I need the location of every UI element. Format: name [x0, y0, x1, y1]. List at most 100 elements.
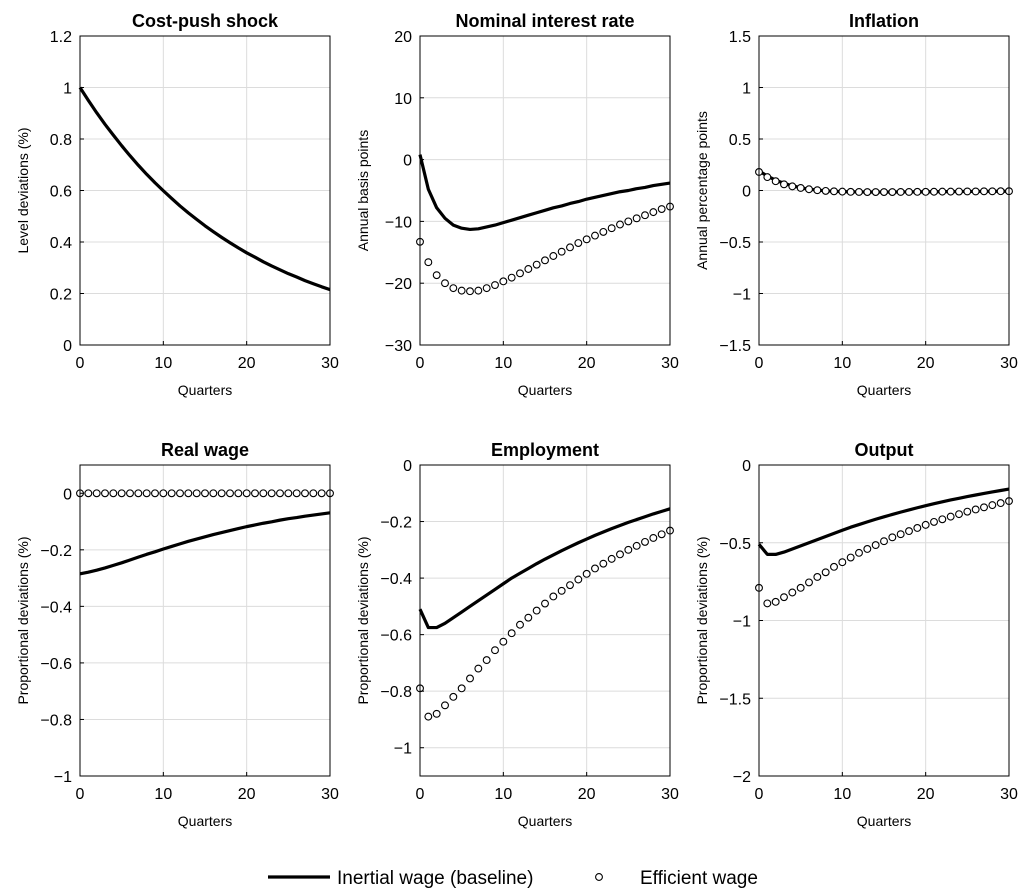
data-point-efficient-wage — [896, 530, 905, 539]
data-point-efficient-wage — [607, 554, 616, 563]
tick-label-x: 10 — [833, 355, 851, 372]
data-point-efficient-wage — [616, 550, 624, 559]
data-point-efficient-wage — [938, 515, 947, 524]
data-point-efficient-wage — [499, 637, 508, 646]
tick-label-x: 20 — [917, 355, 935, 372]
axes-box — [79, 464, 331, 777]
data-point-efficient-wage — [657, 530, 666, 539]
panel-real-wage: 0 10 20 30 −1 −0.8 −0.6 −0.4 −0.2 0 Real wage Quart… — [15, 440, 339, 829]
data-point-efficient-wage — [888, 188, 897, 196]
data-point-efficient-wage — [988, 501, 997, 510]
data-point-efficient-wage — [946, 512, 955, 521]
y-axis-label: Proportional deviations (%) — [694, 536, 710, 704]
data-point-efficient-wage — [582, 235, 591, 244]
y-axis-label: Level deviations (%) — [15, 127, 31, 253]
data-point-efficient-wage — [846, 553, 855, 562]
data-point-efficient-wage — [109, 489, 118, 498]
tick-label-y: −1 — [733, 614, 751, 631]
tick-label-y: 1 — [742, 81, 751, 98]
tick-label-x: 30 — [321, 355, 339, 372]
data-point-efficient-wage — [896, 187, 905, 196]
data-point-efficient-wage — [921, 520, 930, 529]
data-point-efficient-wage — [192, 489, 201, 498]
tick-label-x: 30 — [1000, 786, 1018, 803]
tick-label-y: −0.8 — [380, 684, 412, 701]
tick-label-y: 0 — [403, 458, 412, 475]
series-line-inertial-wage — [418, 507, 671, 630]
data-point-efficient-wage — [888, 533, 897, 542]
data-point-efficient-wage — [830, 187, 838, 196]
data-point-efficient-wage — [963, 187, 972, 196]
data-point-efficient-wage — [424, 258, 433, 267]
tick-label-y: −30 — [385, 338, 412, 355]
data-point-efficient-wage — [474, 286, 483, 295]
data-point-efficient-wage — [591, 564, 599, 573]
tick-label-x: 30 — [661, 355, 679, 372]
data-point-efficient-wage — [466, 674, 474, 683]
data-point-efficient-wage — [507, 273, 516, 282]
data-point-efficient-wage — [499, 277, 508, 286]
data-point-efficient-wage — [863, 545, 872, 553]
tick-label-y: 0.6 — [50, 184, 72, 201]
tick-label-y: −0.5 — [719, 536, 751, 553]
data-point-efficient-wage — [491, 646, 499, 655]
tick-label-y: 1 — [63, 81, 72, 98]
data-point-efficient-wage — [763, 599, 772, 608]
data-point-efficient-wage — [955, 510, 963, 519]
data-point-efficient-wage — [813, 186, 822, 195]
data-point-efficient-wage — [474, 664, 483, 673]
tick-label-y: −1 — [733, 287, 751, 304]
tick-label-x: 10 — [154, 786, 172, 803]
data-point-efficient-wage — [92, 489, 101, 498]
data-point-efficient-wage — [142, 489, 151, 498]
tick-label-y: 0 — [403, 153, 412, 170]
data-point-efficient-wage — [921, 187, 930, 196]
tick-label-y: 0.8 — [50, 132, 72, 149]
tick-label-x: 30 — [1000, 355, 1018, 372]
data-point-efficient-wage — [441, 701, 449, 710]
data-point-efficient-wage — [830, 562, 838, 571]
data-point-efficient-wage — [524, 613, 533, 622]
y-axis-label: Proportional deviations (%) — [15, 536, 31, 704]
y-axis-label: Annual percentage points — [694, 111, 710, 270]
data-point-efficient-wage — [259, 489, 268, 498]
data-point-efficient-wage — [988, 187, 997, 196]
data-point-efficient-wage — [905, 527, 913, 536]
data-point-efficient-wage — [971, 187, 980, 196]
tick-label-y: 0.5 — [729, 132, 751, 149]
tick-label-x: 20 — [578, 355, 596, 372]
panel-output: 0 10 20 30 −2 −1.5 −1 −0.5 0 Output Quarters Propor… — [694, 440, 1018, 829]
tick-label-x: 0 — [76, 786, 85, 803]
data-point-efficient-wage — [788, 588, 797, 597]
data-point-efficient-wage — [276, 489, 284, 498]
data-point-efficient-wage — [309, 489, 318, 498]
panel-title: Inflation — [849, 11, 919, 31]
tick-label-y: 1.5 — [729, 29, 751, 46]
data-point-efficient-wage — [599, 559, 608, 568]
data-point-efficient-wage — [788, 182, 797, 191]
tick-label-y: −0.2 — [380, 515, 412, 532]
panel-nominal-interest-rate: 0 10 20 30 −30 −20 −10 0 10 20 Nominal interest ra… — [355, 11, 679, 398]
data-point-efficient-wage — [641, 537, 649, 546]
tick-label-y: −1.5 — [719, 691, 751, 708]
legend-baseline-label: Inertial wage (baseline) — [337, 868, 533, 888]
series-line-inertial-wage — [79, 511, 331, 576]
panel-employment: 0 10 20 30 −1 −0.8 −0.6 −0.4 −0.2 0 Employment Quar… — [355, 440, 679, 829]
tick-label-y: −1.5 — [719, 338, 751, 355]
tick-label-x: 0 — [416, 355, 425, 372]
data-point-efficient-wage — [317, 489, 326, 498]
data-point-efficient-wage — [846, 187, 855, 196]
data-point-efficient-wage — [292, 489, 301, 498]
data-point-efficient-wage — [649, 533, 658, 542]
data-point-efficient-wage — [184, 489, 193, 498]
data-point-efficient-wage — [541, 256, 549, 265]
tick-label-y: −0.4 — [40, 599, 72, 616]
tick-label-y: −20 — [385, 276, 412, 293]
tick-label-y: −2 — [733, 769, 751, 786]
data-point-efficient-wage — [516, 620, 524, 629]
data-point-efficient-wage — [805, 578, 813, 587]
data-point-efficient-wage — [955, 187, 963, 196]
data-point-efficient-wage — [466, 287, 474, 296]
data-point-efficient-wage — [624, 217, 633, 226]
data-point-efficient-wage — [616, 220, 624, 229]
